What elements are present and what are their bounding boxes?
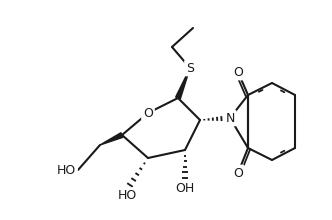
Polygon shape <box>100 133 123 145</box>
Text: O: O <box>143 106 153 119</box>
Text: OH: OH <box>175 182 195 195</box>
Text: S: S <box>186 62 194 75</box>
Text: O: O <box>233 167 243 180</box>
Text: HO: HO <box>57 163 76 176</box>
Text: HO: HO <box>118 189 137 202</box>
Polygon shape <box>176 68 190 99</box>
Text: O: O <box>233 66 243 79</box>
Text: N: N <box>225 112 235 125</box>
